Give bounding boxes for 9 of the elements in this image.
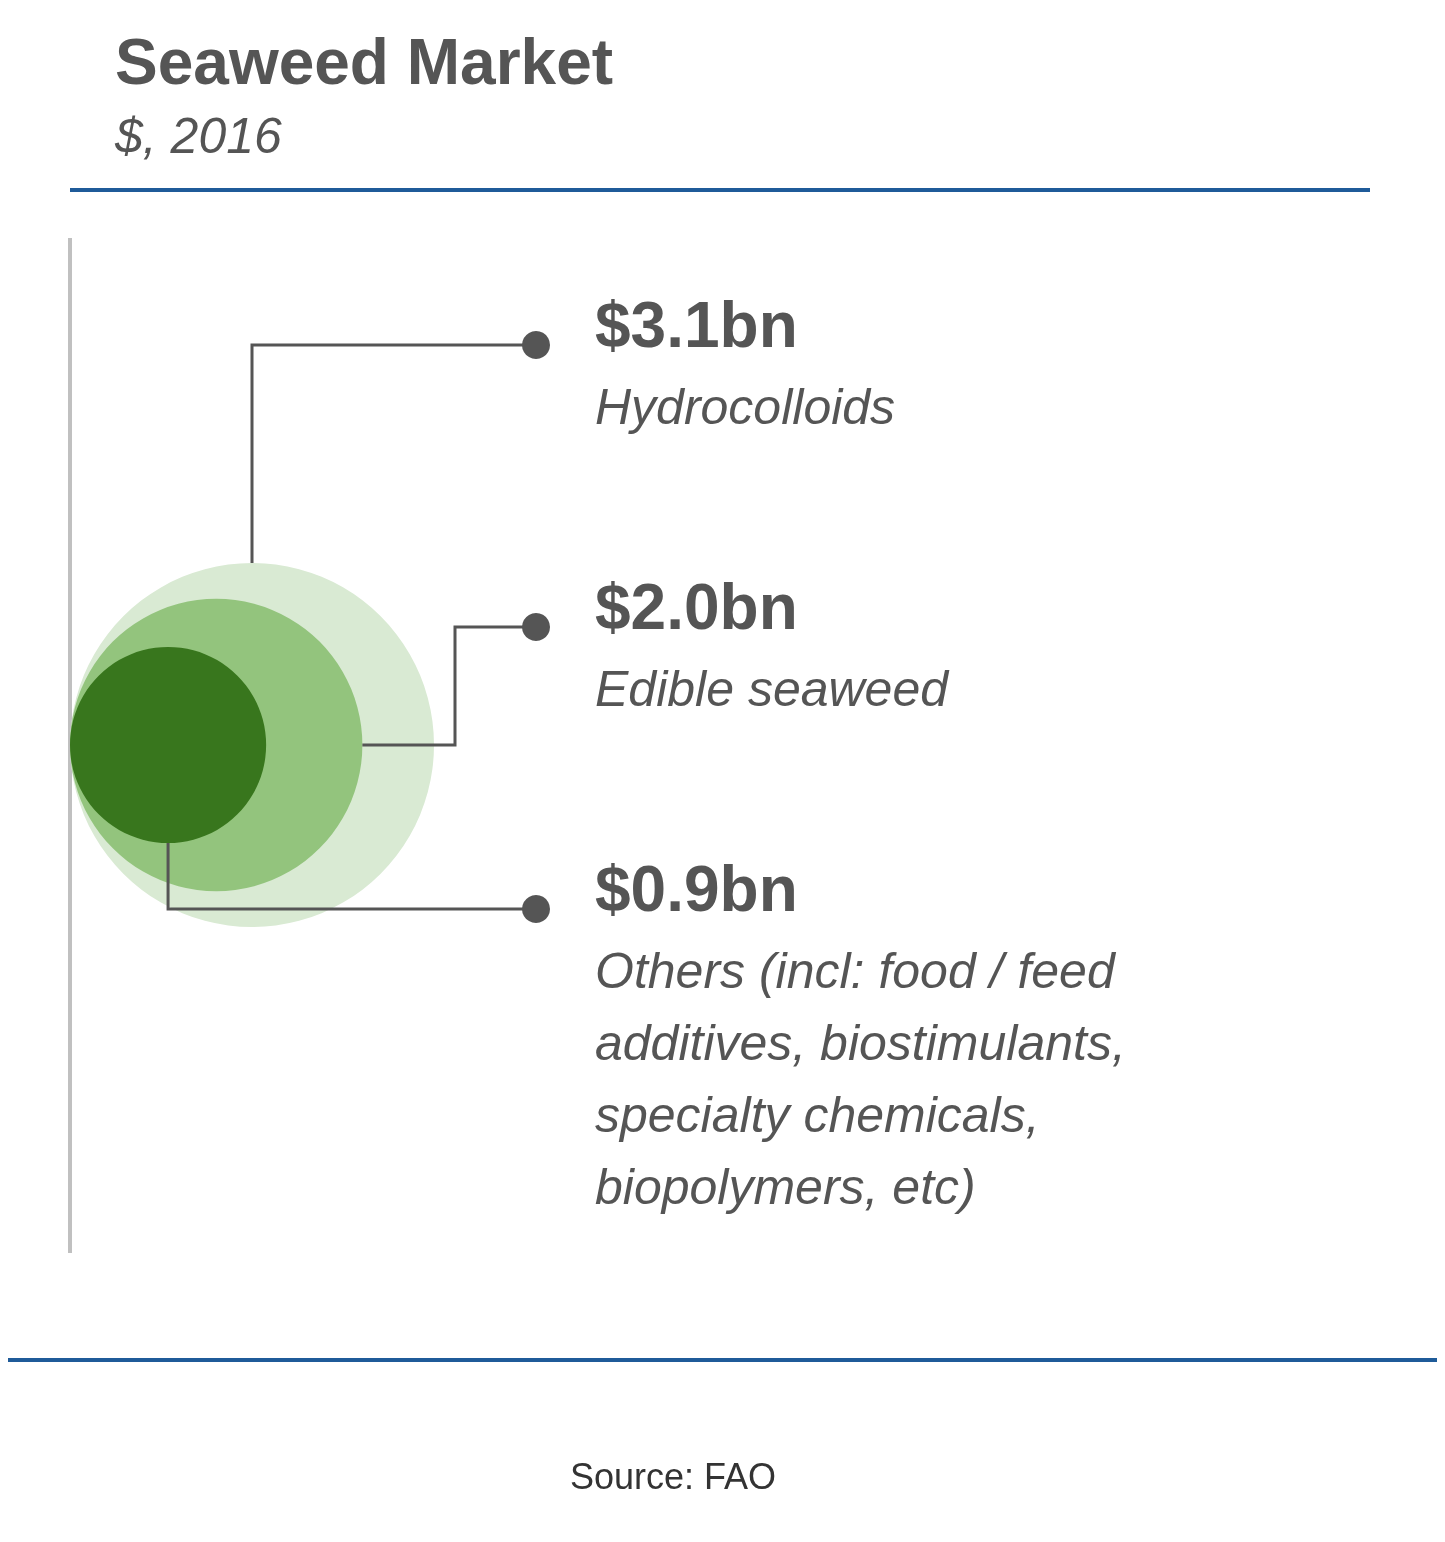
- data-label: $2.0bn: [595, 571, 798, 643]
- text: Seaweed Market: [115, 26, 614, 98]
- category-label: Hydrocolloids: [595, 379, 896, 435]
- data-label: $3.1bn: [595, 289, 798, 361]
- source-note: Source: FAO: [570, 1455, 777, 1497]
- text: $, 2016: [114, 108, 283, 164]
- data-label: $0.9bn: [595, 853, 798, 925]
- category-label: Edible seaweed: [595, 661, 951, 717]
- category-label: Others (incl: food / feed additives, biostimulants, specialty chemicals, biopolymers, etc): [595, 943, 1140, 1215]
